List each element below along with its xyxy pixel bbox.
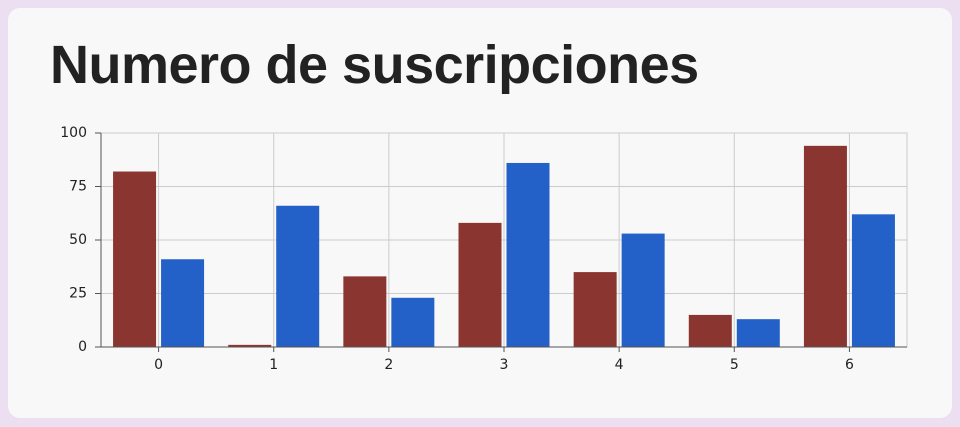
y-tick-label: 0	[78, 339, 87, 355]
bar-series-2-category-6	[851, 214, 895, 347]
y-tick-label: 50	[69, 232, 87, 248]
bar-series-2-category-2	[391, 297, 435, 347]
bar-series-2-category-0	[161, 259, 205, 347]
tick-labels: 0 25 50 75 100 0 1 2 3 4 5 6	[60, 125, 854, 373]
bar-series-1-category-2	[343, 276, 387, 347]
x-tick-label: 3	[500, 357, 509, 373]
x-tick-label: 5	[730, 357, 739, 373]
y-tick-label: 100	[60, 125, 87, 141]
x-tick-label: 6	[845, 357, 854, 373]
x-tick-label: 2	[384, 357, 393, 373]
x-tick-label: 4	[615, 357, 624, 373]
chart-card: Numero de suscripciones	[8, 8, 952, 418]
bars	[113, 145, 895, 347]
bar-series-1-category-0	[113, 171, 157, 347]
axes	[95, 132, 907, 352]
chart-title: Numero de suscripciones	[50, 35, 699, 95]
bar-series-2-category-4	[621, 233, 665, 347]
bar-series-1-category-4	[573, 272, 617, 347]
x-tick-label: 0	[154, 357, 163, 373]
bar-series-1-category-3	[458, 222, 502, 347]
bar-series-2-category-3	[506, 162, 550, 347]
gridlines	[100, 132, 908, 348]
y-tick-label: 75	[69, 179, 87, 195]
bar-series-1-category-6	[803, 145, 847, 347]
x-tick-label: 1	[269, 357, 278, 373]
bar-series-2-category-5	[736, 319, 780, 347]
y-tick-label: 25	[69, 286, 87, 302]
bar-series-1-category-1	[228, 344, 272, 347]
bar-series-2-category-1	[276, 205, 320, 347]
bar-series-1-category-5	[688, 314, 732, 347]
